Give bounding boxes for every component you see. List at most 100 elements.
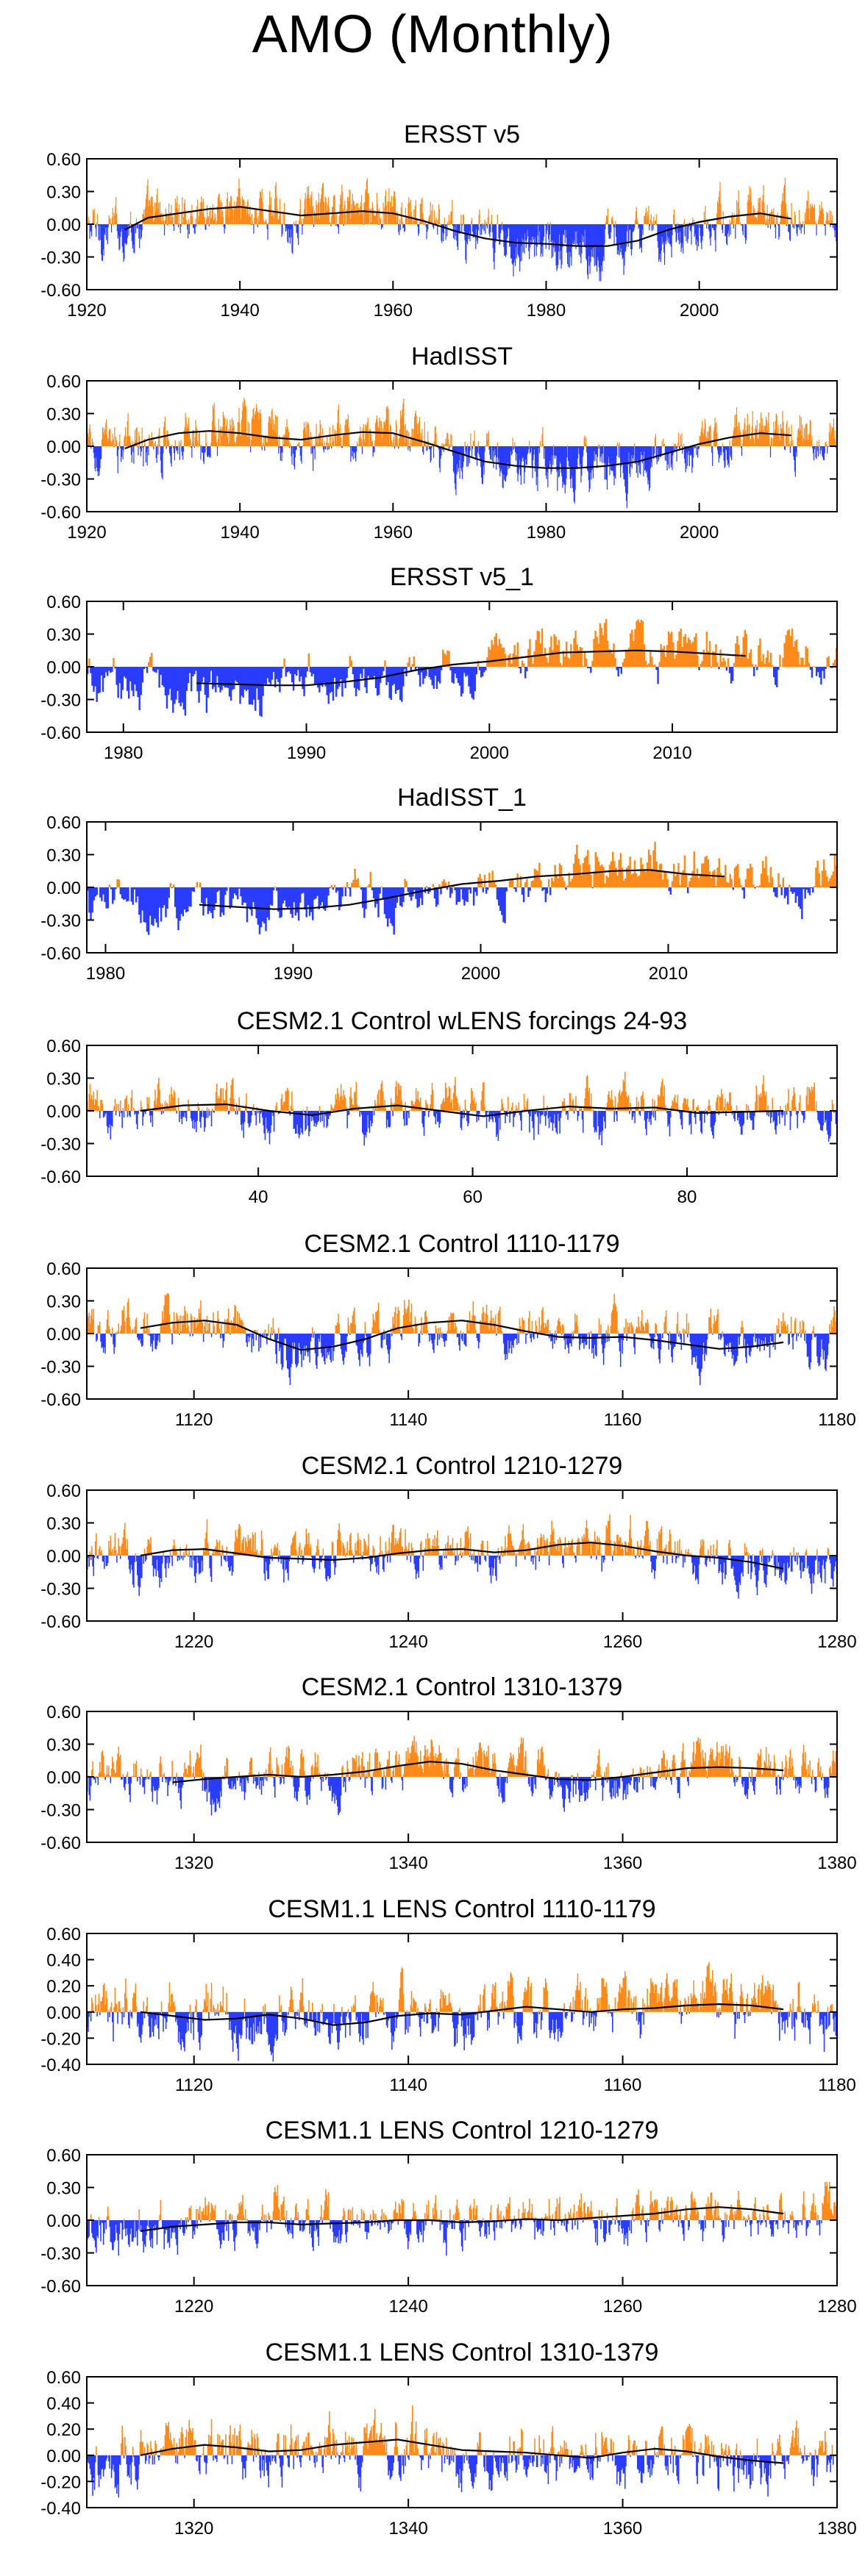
anomaly-bar [701,1111,702,1134]
anomaly-bar [259,198,260,224]
anomaly-bar [267,435,268,446]
anomaly-bar [149,437,152,446]
anomaly-bar [149,205,152,224]
anomaly-bar [669,1334,672,1345]
anomaly-bar [664,656,667,667]
anomaly-bar [148,207,149,224]
anomaly-bar [182,216,185,224]
anomaly-bar [297,443,299,446]
anomaly-bar [196,1318,198,1334]
anomaly-bar [825,667,827,670]
anomaly-bar [504,1334,505,1354]
anomaly-bar [789,443,791,446]
anomaly-bar [125,444,127,446]
anomaly-bar [208,1323,210,1334]
anomaly-bar [721,446,722,455]
anomaly-bar [586,446,588,453]
anomaly-bar [687,224,688,243]
anomaly-bar [766,875,769,887]
anomaly-bar [416,667,419,668]
anomaly-bar [454,887,456,891]
anomaly-bar [115,440,118,446]
anomaly-bar [396,1314,398,1334]
anomaly-bar [674,446,676,451]
anomaly-bar [453,446,455,473]
anomaly-bar [494,636,496,667]
anomaly-bar [702,224,704,237]
anomaly-bar [767,1105,769,1111]
anomaly-bar [622,1079,624,1111]
anomaly-bar [518,446,519,475]
anomaly-bar [371,667,374,680]
anomaly-bar [528,446,530,450]
anomaly-bar [649,446,651,488]
anomaly-bar [412,887,414,897]
anomaly-bar [431,210,432,224]
anomaly-bar [572,863,575,887]
anomaly-bar [355,667,357,697]
anomaly-bar [771,665,774,667]
anomaly-bar [213,402,215,446]
anomaly-bar [455,887,458,905]
anomaly-bar [582,665,585,667]
anomaly-bar [307,887,310,906]
anomaly-bar [371,440,373,446]
anomaly-bar [391,887,394,926]
anomaly-bar [125,224,127,243]
anomaly-bar [254,1330,256,1334]
anomaly-bar [691,1109,693,1111]
anomaly-bar [147,887,150,935]
anomaly-bar [201,445,202,446]
anomaly-bar [291,446,293,465]
anomaly-bar [577,650,580,667]
anomaly-bar [537,1334,538,1339]
anomaly-bar [389,1334,391,1350]
anomaly-bar [831,1099,833,1111]
anomaly-bar [401,887,403,907]
anomaly-bar [463,1334,465,1345]
anomaly-bar [458,1334,460,1345]
anomaly-bar [777,224,779,226]
anomaly-bar [533,868,536,887]
anomaly-bar [702,434,705,446]
anomaly-bar [750,863,752,887]
anomaly-bar [654,1334,655,1337]
anomaly-bar [204,1111,205,1132]
anomaly-bar [127,1298,129,1334]
anomaly-bar [575,446,577,468]
anomaly-bar [490,880,492,887]
anomaly-bar [530,446,532,448]
anomaly-bar [594,1334,596,1345]
anomaly-bar [271,667,274,680]
anomaly-bar [160,1103,162,1111]
anomaly-bar [580,875,583,887]
anomaly-bar [672,1334,673,1363]
anomaly-bar [396,222,397,224]
anomaly-bar [167,1292,168,1334]
anomaly-bar [220,200,221,224]
anomaly-bar [287,1087,288,1111]
anomaly-bar [283,1102,285,1111]
anomaly-bar [558,446,560,476]
anomaly-bar [726,1334,727,1346]
anomaly-bar [302,1334,304,1350]
anomaly-bar [279,667,281,693]
y-tick-label: 0.30 [46,1070,81,1090]
anomaly-bar [612,1309,613,1334]
anomaly-bar [204,446,205,454]
anomaly-bar [371,1111,372,1127]
x-tick-label: 1940 [220,523,259,543]
anomaly-bar [125,427,127,446]
anomaly-bar [455,1077,456,1111]
anomaly-bar [583,224,585,237]
anomaly-bar [232,209,233,224]
anomaly-bar [425,667,427,676]
anomaly-bar [494,1111,496,1123]
anomaly-bar [149,887,152,916]
anomaly-bar [608,224,610,239]
anomaly-bar [113,1334,114,1345]
anomaly-bar [210,1332,212,1334]
anomaly-bar [716,201,719,224]
anomaly-bar [434,1111,435,1117]
anomaly-bar [394,433,396,446]
